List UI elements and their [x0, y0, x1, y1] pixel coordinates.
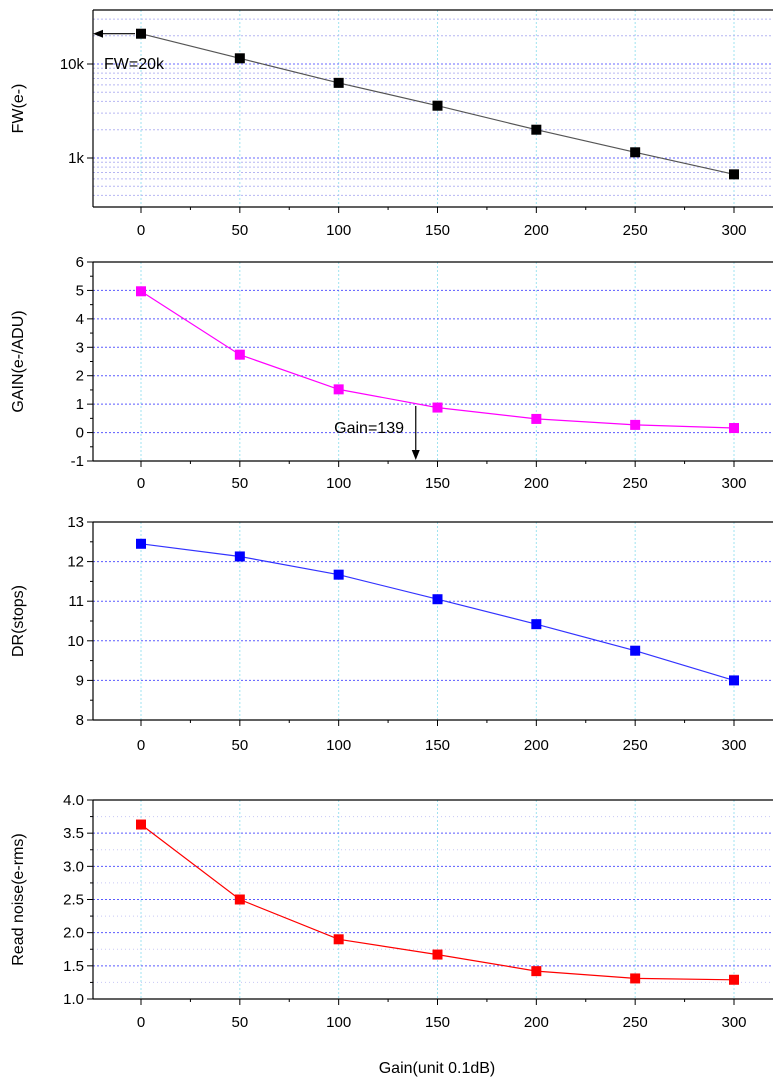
x-tick-label: 300 — [721, 475, 746, 492]
x-tick-label: 0 — [137, 475, 145, 492]
data-point — [432, 594, 443, 605]
y-tick-label: 8 — [76, 712, 84, 729]
data-point — [234, 53, 245, 64]
x-tick-label: 150 — [425, 737, 450, 754]
y-tick-label: 12 — [67, 554, 84, 571]
x-tick-label: 50 — [231, 222, 248, 239]
y-tick-label: 11 — [68, 593, 84, 610]
x-axis-label: Gain(unit 0.1dB) — [379, 1060, 496, 1077]
x-tick-label: 200 — [524, 222, 549, 239]
y-tick-label: 1k — [68, 150, 84, 167]
x-tick-label: 50 — [231, 475, 248, 492]
x-tick-label: 150 — [425, 222, 450, 239]
data-point — [136, 538, 146, 549]
y-tick-label: 13 — [67, 514, 84, 531]
data-point — [531, 124, 542, 135]
data-point — [531, 413, 542, 424]
data-point — [630, 419, 641, 430]
y-tick-label: 2.0 — [63, 925, 84, 942]
fw-annotation: FW=20k — [104, 56, 165, 73]
y-tick-label: 9 — [76, 672, 84, 689]
chart-panel-3: 0 50 100 150 200 250 300 8 9 10 11 12 13 DR(stops) — [10, 514, 773, 754]
data-point — [136, 28, 146, 39]
y-tick-label: 1 — [76, 396, 84, 413]
data-point — [729, 423, 739, 434]
chart-panel-2: 0 50 100 150 200 250 300 -1 0 1 2 3 4 5 6 GAIN(e-/ADU) G… — [10, 254, 773, 492]
x-tick-label: 200 — [524, 737, 549, 754]
y-axis-label: Read noise(e-rms) — [10, 833, 27, 965]
x-tick-label: 100 — [326, 737, 351, 754]
data-point — [234, 551, 245, 562]
x-tick-label: 50 — [231, 1014, 248, 1031]
x-tick-label: 300 — [721, 1014, 746, 1031]
gain-annotation: Gain=139 — [334, 420, 404, 437]
x-tick-label: 50 — [231, 737, 248, 754]
data-point — [630, 973, 641, 984]
x-tick-label: 300 — [721, 222, 746, 239]
x-tick-label: 0 — [137, 1014, 145, 1031]
x-tick-label: 100 — [326, 222, 351, 239]
y-tick-label: 1.0 — [63, 991, 84, 1008]
y-tick-label: 3.0 — [63, 858, 84, 875]
x-tick-label: 250 — [623, 222, 648, 239]
y-tick-label: 2.5 — [63, 892, 84, 909]
data-point — [729, 169, 739, 180]
y-tick-label: 10 — [67, 633, 84, 650]
x-tick-label: 250 — [623, 1014, 648, 1031]
chart-panel-4: 0 50 100 150 200 250 300 1.0 1.5 2.0 2.5 3.0 3.5 4.0 R… — [10, 792, 773, 1031]
x-tick-label: 200 — [524, 1014, 549, 1031]
y-tick-label: 6 — [76, 254, 84, 271]
data-point — [729, 675, 739, 686]
x-tick-label: 150 — [425, 475, 450, 492]
data-point — [234, 894, 245, 905]
data-point — [234, 349, 245, 360]
data-point — [531, 966, 542, 977]
y-tick-label: 10k — [60, 56, 85, 73]
data-point — [432, 949, 443, 960]
x-tick-label: 250 — [623, 475, 648, 492]
y-axis-label: FW(e-) — [10, 84, 27, 134]
x-tick-label: 0 — [137, 737, 145, 754]
y-tick-label: 4 — [76, 311, 84, 328]
y-axis-label: GAIN(e-/ADU) — [10, 310, 27, 412]
x-tick-label: 250 — [623, 737, 648, 754]
x-tick-label: 300 — [721, 737, 746, 754]
data-point — [531, 619, 542, 630]
chart-panel-1: 0 50 100 150 200 250 300 1k 10k FW(e-) FW=20k — [10, 9, 773, 239]
fw-arrow-head — [93, 29, 103, 38]
y-tick-label: 0 — [76, 425, 84, 442]
y-tick-label: 3.5 — [63, 825, 84, 842]
data-point — [136, 286, 146, 297]
x-tick-label: 0 — [137, 222, 145, 239]
x-tick-label: 100 — [326, 1014, 351, 1031]
data-point — [136, 819, 146, 830]
data-point — [333, 569, 344, 580]
x-tick-label: 100 — [326, 475, 351, 492]
data-point — [630, 147, 641, 158]
data-point — [333, 934, 344, 945]
y-tick-label: 5 — [76, 282, 84, 299]
data-point — [729, 974, 739, 985]
y-tick-label: -1 — [71, 453, 84, 470]
data-point — [432, 402, 443, 413]
data-point — [333, 384, 344, 395]
data-point — [630, 645, 641, 656]
y-tick-label: 1.5 — [63, 958, 84, 975]
y-tick-label: 3 — [76, 339, 84, 356]
x-tick-label: 150 — [425, 1014, 450, 1031]
x-tick-label: 200 — [524, 475, 549, 492]
gain-arrow-head — [411, 450, 420, 460]
data-point — [333, 77, 344, 88]
y-tick-label: 2 — [76, 368, 84, 385]
y-tick-label: 4.0 — [63, 792, 84, 809]
data-point — [432, 100, 443, 111]
y-axis-label: DR(stops) — [10, 585, 27, 657]
